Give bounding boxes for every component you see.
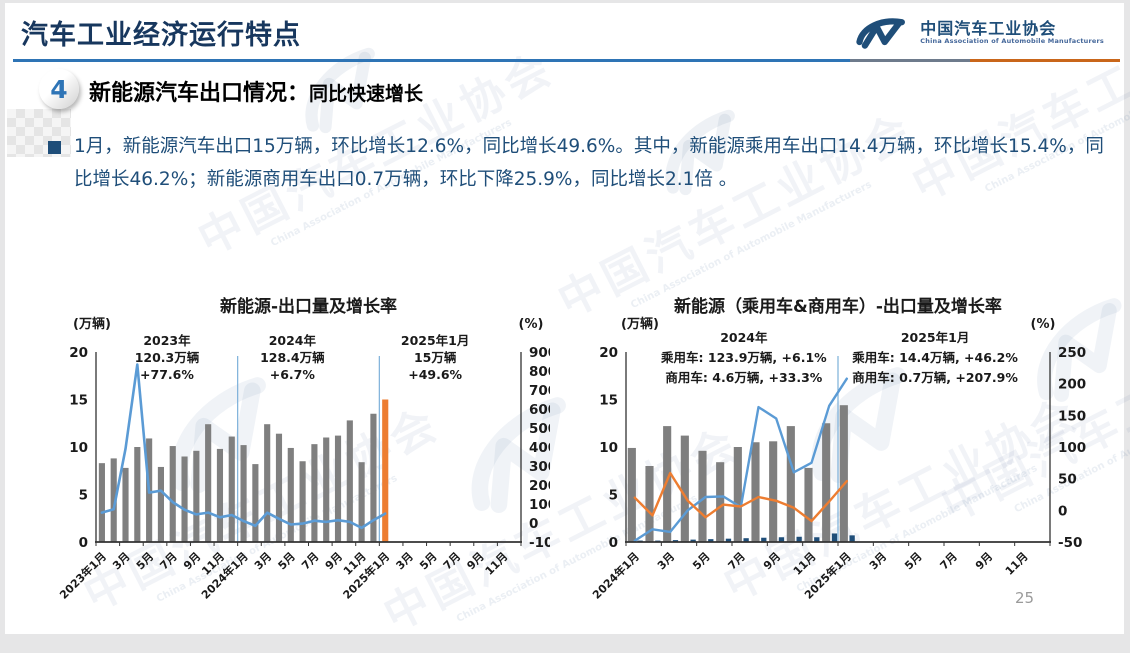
svg-text:(%): (%) [519, 317, 544, 332]
svg-text:11月: 11月 [483, 550, 511, 578]
svg-text:600: 600 [529, 402, 550, 418]
svg-text:2025年1月: 2025年1月 [901, 330, 970, 345]
svg-text:15: 15 [69, 393, 88, 409]
svg-text:2024年1月: 2024年1月 [589, 549, 642, 602]
svg-text:2023年: 2023年 [143, 333, 191, 348]
svg-text:3月: 3月 [110, 550, 132, 572]
svg-text:900: 900 [529, 345, 550, 361]
svg-text:新能源（乘用车&商用车）-出口量及增长率: 新能源（乘用车&商用车）-出口量及增长率 [674, 296, 1002, 317]
svg-text:3月: 3月 [655, 550, 677, 572]
svg-text:7月: 7月 [157, 550, 179, 572]
svg-text:10: 10 [599, 440, 618, 456]
svg-text:(%): (%) [1031, 317, 1056, 332]
svg-text:3月: 3月 [867, 550, 889, 572]
svg-text:乘用车: 14.4万辆, +46.2%: 乘用车: 14.4万辆, +46.2% [851, 350, 1018, 365]
svg-text:200: 200 [529, 478, 550, 494]
svg-text:+49.6%: +49.6% [408, 367, 462, 382]
svg-text:120.3万辆: 120.3万辆 [135, 350, 200, 365]
svg-text:3月: 3月 [252, 550, 274, 572]
section-heading-main: 新能源汽车出口情况： [89, 81, 310, 106]
caam-logo: 中国汽车工业协会 China Association of Automobile… [849, 13, 1108, 53]
title-divider-gray [850, 59, 970, 62]
body-paragraph: 1月，新能源汽车出口15万辆，环比增长12.6%，同比增长49.6%。其中，新能… [48, 131, 1110, 196]
svg-text:250: 250 [1058, 345, 1086, 361]
chart-nev-export-total: 新能源-出口量及增长率 (万辆) (%) 0 5 10 15 20 -100 0 100 200 300… [56, 296, 550, 602]
bullet-square-icon [48, 141, 61, 154]
svg-text:5月: 5月 [276, 550, 298, 572]
svg-text:11月: 11月 [1003, 550, 1031, 578]
svg-text:5月: 5月 [134, 550, 156, 572]
svg-text:400: 400 [529, 440, 550, 456]
section-number-badge: 4 [39, 69, 79, 109]
caam-logo-icon [856, 18, 906, 49]
page-title: 汽车工业经济运行特点 [21, 20, 301, 51]
svg-text:2023年1月: 2023年1月 [56, 549, 109, 602]
caam-logo-text: 中国汽车工业协会 China Association of Automobile… [920, 19, 1104, 46]
svg-text:商用车: 0.7万辆, +207.9%: 商用车: 0.7万辆, +207.9% [852, 370, 1018, 385]
svg-text:-50: -50 [1058, 535, 1082, 551]
slide: 中国汽车工业协会 China Association of Automobile… [5, 0, 1130, 641]
svg-text:500: 500 [529, 421, 550, 437]
section-heading-sub: 同比快速增长 [309, 83, 424, 105]
svg-text:700: 700 [529, 383, 550, 399]
svg-text:200: 200 [1058, 377, 1086, 393]
svg-text:0: 0 [1058, 503, 1067, 519]
svg-text:5: 5 [79, 488, 88, 504]
svg-text:20: 20 [69, 345, 88, 361]
svg-text:100: 100 [1058, 440, 1086, 456]
svg-text:商用车: 4.6万辆, +33.3%: 商用车: 4.6万辆, +33.3% [665, 370, 822, 385]
svg-text:3月: 3月 [394, 550, 416, 572]
svg-text:新能源-出口量及增长率: 新能源-出口量及增长率 [220, 296, 397, 317]
page-number: 25 [1015, 589, 1035, 607]
title-divider-blue [13, 59, 850, 62]
svg-text:7月: 7月 [938, 550, 960, 572]
logo-cn-text: 中国汽车工业协会 [920, 19, 1057, 39]
svg-text:15万辆: 15万辆 [414, 350, 457, 365]
svg-text:15: 15 [599, 393, 618, 409]
svg-text:5: 5 [609, 488, 618, 504]
section-heading: 新能源汽车出口情况：同比快速增长 [89, 75, 423, 107]
svg-text:5月: 5月 [417, 550, 439, 572]
svg-text:20: 20 [599, 345, 618, 361]
svg-text:9月: 9月 [973, 550, 995, 572]
svg-text:+6.7%: +6.7% [270, 367, 316, 382]
svg-text:300: 300 [529, 459, 550, 475]
svg-text:0: 0 [529, 516, 538, 532]
svg-text:(万辆): (万辆) [621, 316, 659, 332]
logo-en-text: China Association of Automobile Manufact… [920, 37, 1104, 46]
svg-text:11月: 11月 [791, 550, 819, 578]
svg-text:5月: 5月 [690, 550, 712, 572]
svg-text:2025年1月: 2025年1月 [401, 333, 470, 348]
title-divider-orange [970, 59, 1120, 62]
svg-text:7月: 7月 [726, 550, 748, 572]
svg-text:9月: 9月 [761, 550, 783, 572]
svg-text:100: 100 [529, 497, 550, 513]
body-text: 1月，新能源汽车出口15万辆，环比增长12.6%，同比增长49.6%。其中，新能… [74, 136, 1104, 190]
svg-text:+77.6%: +77.6% [140, 367, 194, 382]
svg-text:10: 10 [69, 440, 88, 456]
chart-nev-export-by-type: 新能源（乘用车&商用车）-出口量及增长率 (万辆) (%) 0 5 10 15 20 -50 0 5… [589, 296, 1086, 602]
svg-text:2024年: 2024年 [720, 330, 768, 345]
svg-text:7月: 7月 [299, 550, 321, 572]
svg-text:乘用车: 123.9万辆, +6.1%: 乘用车: 123.9万辆, +6.1% [660, 350, 827, 365]
svg-text:0: 0 [609, 535, 618, 551]
svg-text:2024年: 2024年 [269, 333, 317, 348]
svg-text:-100: -100 [529, 535, 550, 551]
svg-text:800: 800 [529, 364, 550, 380]
svg-text:0: 0 [79, 535, 88, 551]
svg-text:150: 150 [1058, 408, 1086, 424]
svg-text:5月: 5月 [902, 550, 924, 572]
svg-text:50: 50 [1058, 472, 1077, 488]
svg-text:7月: 7月 [441, 550, 463, 572]
svg-text:128.4万辆: 128.4万辆 [260, 350, 325, 365]
svg-text:(万辆): (万辆) [73, 316, 111, 332]
